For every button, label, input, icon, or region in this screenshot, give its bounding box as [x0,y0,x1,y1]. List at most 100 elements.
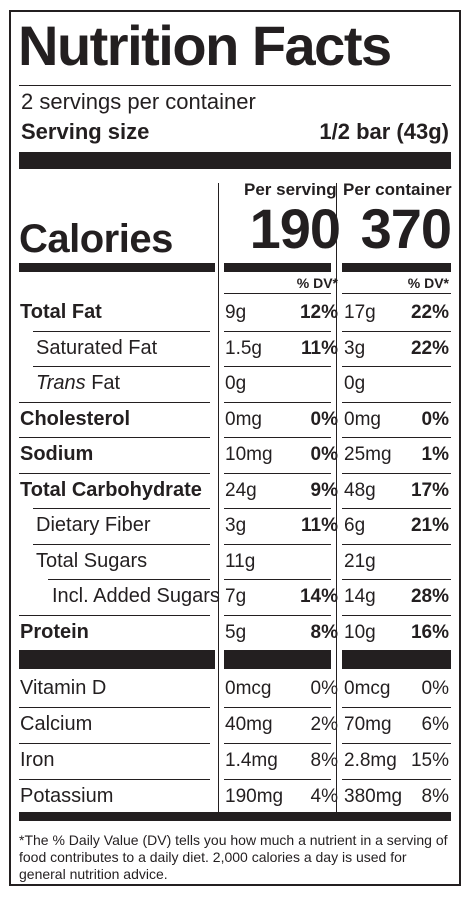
daily-value-footnote: *The % Daily Value (DV) tells you how mu… [19,832,448,882]
container-dv: 22% [410,302,449,323]
serving-amount: 10mg [225,444,273,465]
container-dv: 17% [410,480,449,501]
nutrient-name: Cholesterol [20,408,131,430]
container-amount: 10g [344,622,376,643]
row-rule-serving [224,402,331,403]
row-rule-name [19,402,210,403]
row-rule-container [342,579,451,580]
vitamin-name: Iron [20,749,55,771]
vitamin-rule-container [342,743,451,744]
container-dv: 16% [410,622,449,643]
vitamin-container-amount: 70mg [344,714,392,735]
row-rule-name [19,615,210,616]
container-amount: 6g [344,515,366,536]
per-container-header: Per container [343,180,452,199]
nutrient-name-rest: Fat [91,372,121,394]
serving-dv: 11% [301,515,338,536]
vitamin-name: Calcium [20,713,93,735]
vitamin-rule-container [342,707,451,708]
serving-dv: 9% [310,480,338,501]
vitamin-rule-container [342,779,451,780]
container-amount: 0g [344,373,366,394]
vitamin-rule-serving [224,779,331,780]
vitamin-rule-name [19,707,210,708]
serving-dv: 0% [310,444,338,465]
row-rule-name [33,508,210,509]
row-rule-name [33,544,210,545]
vitamin-rule-name [19,779,210,780]
vitamin-rule-serving [224,707,331,708]
serving-amount: 9g [225,302,247,323]
vitamin-rule-serving [224,743,331,744]
nutrient-name: Total Fat [20,301,102,323]
dv-header-container: % DV* [407,275,449,291]
serving-dv: 14% [299,586,338,607]
container-dv: 1% [421,444,449,465]
nutrient-name-italic: Trans [36,372,86,394]
serving-amount: 7g [225,586,247,607]
container-amount: 14g [344,586,376,607]
vitamin-container-amount: 0mcg [344,678,391,699]
nutrient-name: Protein [20,621,89,643]
vitamin-container-dv: 15% [410,750,449,771]
calories-per-serving: 190 [249,197,341,260]
serving-amount: 5g [225,622,247,643]
row-rule-container [342,366,451,367]
nutrient-name: Trans Fat [36,371,120,395]
thick-divider-mid-container [342,650,451,669]
per-serving-header: Per serving [244,180,337,199]
thick-divider-top [19,152,451,169]
calories-bar-serving [224,263,331,272]
row-rule-name [33,366,210,367]
nutrient-name: Total Carbohydrate [20,479,202,501]
serving-amount: 3g [225,515,247,536]
container-dv: 0% [421,409,449,430]
container-dv: 21% [410,515,449,536]
thick-divider-bottom [19,812,451,821]
vitamin-serving-dv: 2% [310,714,338,735]
nutrient-name: Dietary Fiber [36,514,151,536]
vitamin-container-amount: 380mg [344,786,403,807]
vitamin-serving-amount: 190mg [225,786,284,807]
dv-header-rule-container [342,293,451,294]
serving-amount: 0mg [225,409,262,430]
row-rule-name [19,473,210,474]
vitamin-container-dv: 0% [421,678,449,699]
serving-dv: 0% [310,409,338,430]
nutrition-facts-label: Nutrition Facts 2 servings per container… [9,10,461,886]
dv-header-rule-serving [224,293,331,294]
container-dv: 22% [410,338,449,359]
serving-dv: 12% [299,302,338,323]
serving-amount: 11g [225,551,256,572]
row-rule-container [342,508,451,509]
row-rule-serving [224,473,331,474]
nutrient-name: Saturated Fat [36,337,158,359]
row-rule-container [342,331,451,332]
nutrient-name: Sodium [20,443,94,465]
calories-label: Calories [19,217,173,261]
row-rule-serving [224,544,331,545]
column-divider-container [336,183,337,812]
container-amount: 0mg [344,409,381,430]
calories-bar-left [19,263,215,272]
container-amount: 3g [344,338,366,359]
serving-size-label: Serving size [21,119,150,144]
vitamin-serving-amount: 0mcg [225,678,272,699]
vitamin-container-dv: 6% [421,714,449,735]
serving-amount: 1.5g [225,338,262,359]
row-rule-container [342,615,451,616]
vitamin-serving-amount: 1.4mg [225,750,278,771]
serving-amount: 24g [225,480,257,501]
vitamin-serving-dv: 4% [310,786,338,807]
nutrient-name: Incl. Added Sugars [52,585,220,607]
vitamin-name: Vitamin D [20,677,107,699]
vitamin-serving-dv: 8% [310,750,338,771]
calories-per-container: 370 [360,197,452,260]
container-amount: 48g [344,480,376,501]
vitamin-container-amount: 2.8mg [344,750,397,771]
serving-size-value: 1/2 bar (43g) [319,119,449,144]
row-rule-serving [224,437,331,438]
calories-bar-container [342,263,451,272]
container-amount: 25mg [344,444,392,465]
serving-dv: 8% [310,622,338,643]
